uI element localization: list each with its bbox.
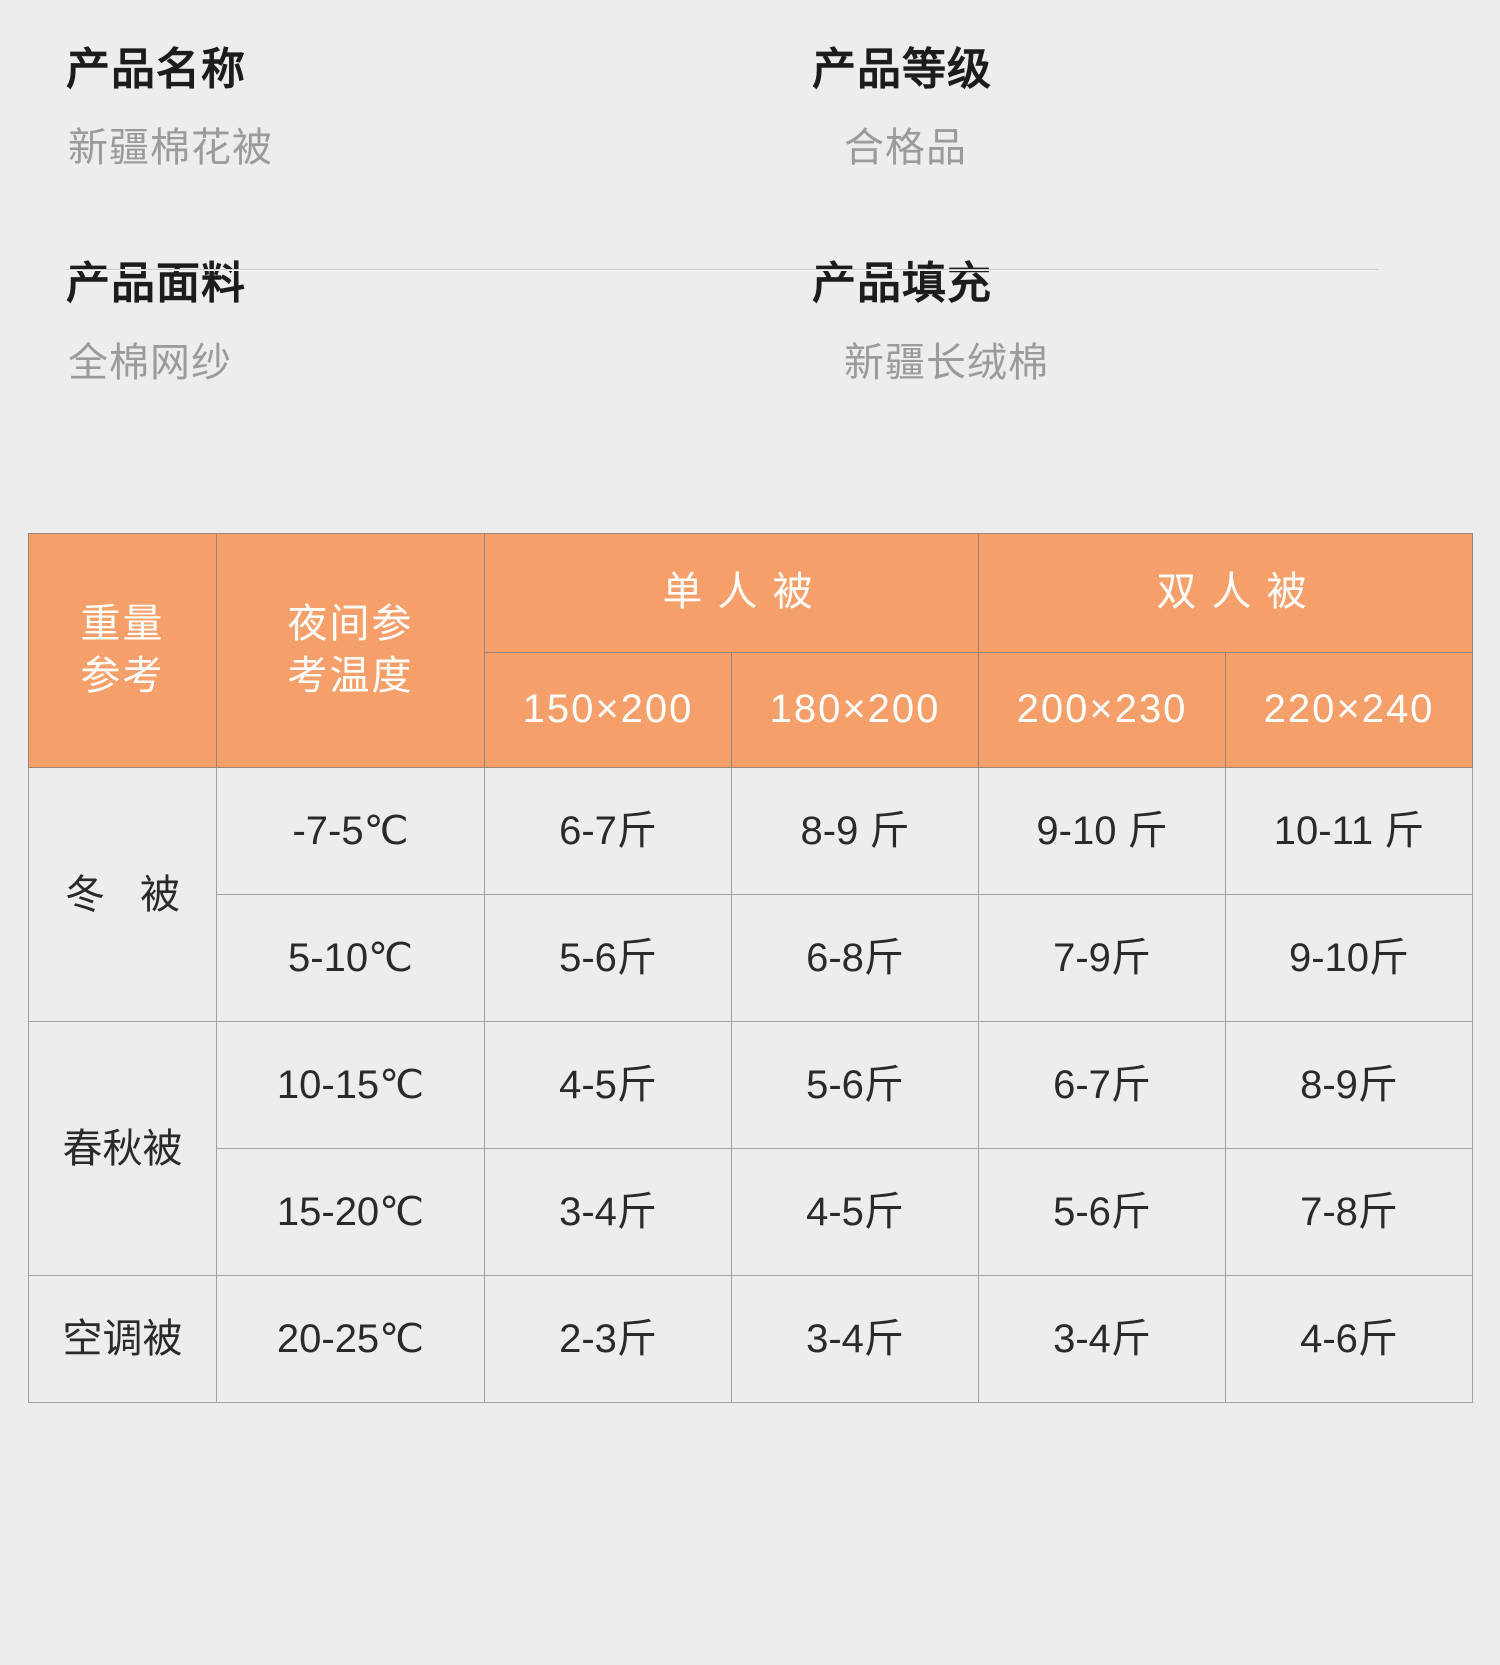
- cell-temperature: 20-25℃: [216, 1275, 485, 1403]
- cell-temperature: -7-5℃: [216, 767, 485, 895]
- cell-weight-220x240: 10-11 斤: [1225, 767, 1474, 895]
- cell-weight-200x230: 3-4斤: [978, 1275, 1227, 1403]
- cell-weight-200x230: 5-6斤: [978, 1148, 1227, 1276]
- table-row: 冬 被 -7-5℃ 6-7斤 8-9 斤 9-10 斤 10-11 斤: [28, 767, 1474, 1022]
- cell-weight-220x240: 7-8斤: [1225, 1148, 1474, 1276]
- cell-weight-200x230: 7-9斤: [978, 894, 1227, 1022]
- spec-value-product-fabric: 全棉网纱: [68, 340, 232, 385]
- header-size-200x230: 200×230: [978, 652, 1227, 768]
- quilt-weight-sizing-table: 重量 参考 夜间参 考温度 单 人 被 双 人 被 150×200 180×20…: [28, 533, 1474, 1403]
- cell-temperature: 10-15℃: [216, 1021, 485, 1149]
- cell-weight-150x200: 5-6斤: [484, 894, 732, 1022]
- header-weight-reference-line-1: 重量: [80, 602, 165, 647]
- spec-value-product-name: 新疆棉花被: [68, 126, 273, 171]
- cell-weight-220x240: 4-6斤: [1225, 1275, 1474, 1403]
- cell-weight-150x200: 2-3斤: [484, 1275, 732, 1403]
- cell-weight-200x230: 6-7斤: [978, 1021, 1227, 1149]
- spec-row-2: 产品面料 全棉网纱 产品填充 新疆长绒棉: [0, 170, 1500, 384]
- spec-label-product-filling: 产品填充: [812, 259, 992, 309]
- section-divider: [65, 269, 1378, 271]
- table-header-row-sizes: 150×200 180×200 200×230 220×240: [29, 652, 1474, 768]
- sizing-table-container: 重量 参考 夜间参 考温度 单 人 被 双 人 被 150×200 180×20…: [28, 533, 1474, 1403]
- table-row: 15-20℃ 3-4斤 4-5斤 5-6斤 7-8斤: [29, 1148, 1474, 1276]
- cell-weight-180x200: 6-8斤: [730, 894, 980, 1022]
- cell-category-air-conditioner-quilt: 空调被: [28, 1275, 217, 1403]
- table-header: 重量 参考 夜间参 考温度 单 人 被 双 人 被 150×200 180×20…: [28, 533, 1474, 768]
- cell-weight-180x200: 3-4斤: [730, 1275, 980, 1403]
- spec-label-product-fabric: 产品面料: [66, 259, 246, 309]
- cell-weight-180x200: 5-6斤: [730, 1021, 980, 1149]
- header-night-temperature: 夜间参 考温度: [216, 533, 485, 768]
- spec-block-product-name: 产品名称 新疆棉花被: [0, 45, 750, 171]
- cell-weight-150x200: 6-7斤: [484, 767, 732, 895]
- cell-weight-220x240: 9-10斤: [1225, 894, 1474, 1022]
- cell-temperature: 15-20℃: [216, 1148, 485, 1276]
- cell-weight-150x200: 4-5斤: [484, 1021, 732, 1149]
- cell-weight-150x200: 3-4斤: [484, 1148, 732, 1276]
- cell-weight-180x200: 4-5斤: [730, 1148, 980, 1276]
- header-weight-reference-line-2: 参考: [80, 653, 165, 698]
- table-row: 空调被 20-25℃ 2-3斤 3-4斤 3-4斤 4-6斤: [28, 1275, 1474, 1403]
- table-header-row-groups: 重量 参考 夜间参 考温度 单 人 被 双 人 被: [28, 533, 1474, 768]
- table-body: 冬 被 -7-5℃ 6-7斤 8-9 斤 9-10 斤 10-11 斤 5-10…: [28, 767, 1474, 1403]
- cell-category-winter-quilt: 冬 被: [28, 767, 217, 1022]
- spec-block-product-filling: 产品填充 新疆长绒棉: [750, 259, 1500, 385]
- header-size-180x200: 180×200: [730, 652, 980, 768]
- header-size-220x240: 220×240: [1225, 652, 1474, 768]
- table-row: 春秋被 10-15℃ 4-5斤 5-6斤 6-7斤 8-9斤: [28, 1021, 1474, 1276]
- header-group-single-quilt: 单 人 被: [483, 533, 980, 653]
- cell-temperature: 5-10℃: [216, 894, 485, 1022]
- table-row: 5-10℃ 5-6斤 6-8斤 7-9斤 9-10斤: [29, 894, 1474, 1022]
- header-weight-reference: 重量 参考: [28, 533, 217, 768]
- spec-block-product-grade: 产品等级 合格品: [750, 45, 1500, 171]
- spec-block-product-fabric: 产品面料 全棉网纱: [0, 259, 750, 385]
- specification-grid: 产品名称 新疆棉花被 产品等级 合格品 产品面料 全棉网纱 产品填充 新疆长绒棉: [0, 0, 1500, 385]
- cell-weight-200x230: 9-10 斤: [978, 767, 1227, 895]
- cell-weight-180x200: 8-9 斤: [730, 767, 980, 895]
- cell-category-spring-autumn-quilt: 春秋被: [28, 1021, 217, 1276]
- spec-row-1: 产品名称 新疆棉花被 产品等级 合格品: [0, 0, 1500, 170]
- spec-label-product-name: 产品名称: [66, 45, 246, 94]
- header-night-temperature-line-1: 夜间参: [287, 602, 414, 647]
- header-size-150x200: 150×200: [484, 652, 732, 768]
- spec-value-product-grade: 合格品: [844, 126, 967, 171]
- header-group-double-quilt: 双 人 被: [978, 533, 1474, 653]
- spec-label-product-grade: 产品等级: [812, 45, 992, 94]
- header-night-temperature-line-2: 考温度: [287, 653, 414, 698]
- spec-value-product-filling: 新疆长绒棉: [844, 340, 1049, 385]
- cell-weight-220x240: 8-9斤: [1225, 1021, 1474, 1149]
